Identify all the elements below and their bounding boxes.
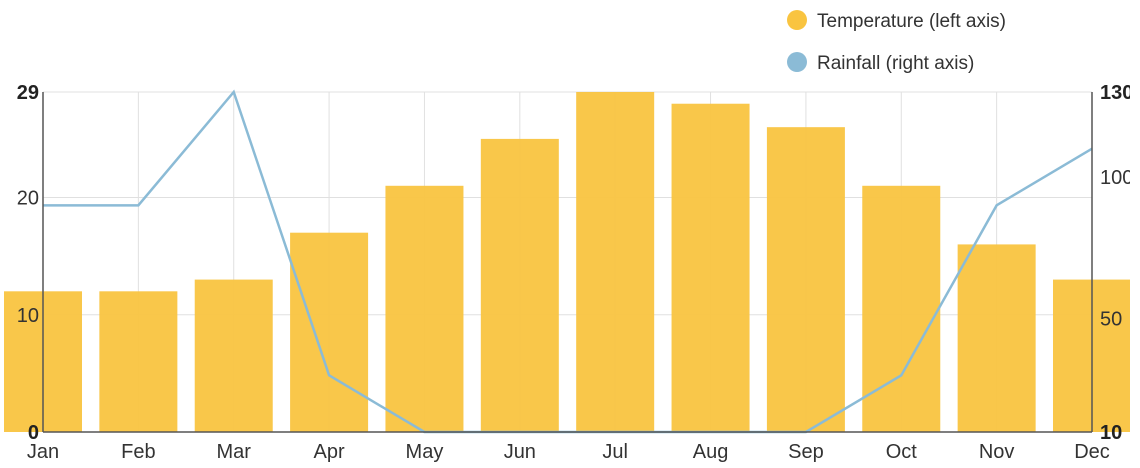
axes [42, 92, 1093, 433]
temperature-bar-nov [957, 244, 1036, 432]
x-axis-tick-label: Feb [121, 441, 155, 463]
x-axis-tick-label: Aug [693, 441, 729, 463]
legend-label: Temperature (left axis) [817, 11, 1006, 32]
left-axis-tick-label: 0 [28, 422, 39, 444]
temperature-bar-aug [671, 103, 750, 433]
x-axis-tick-label: Jun [504, 441, 536, 463]
x-axis-tick-label: Nov [979, 441, 1015, 463]
legend: Temperature (left axis) Rainfall (right a… [787, 10, 1006, 74]
legend-swatch [787, 52, 807, 72]
x-axis-tick-label: Sep [788, 441, 824, 463]
x-axis-tick-label: Dec [1074, 441, 1110, 463]
left-axis-tick-label: 29 [17, 82, 39, 104]
temperature-bar-may [385, 185, 464, 432]
left-axis-tick-label: 20 [17, 188, 39, 210]
temperature-bar-sep [766, 127, 845, 432]
tick-labels: 0 10 20 29 10 50 100 130 Jan Feb Mar Apr May Jun Jul Au… [17, 82, 1133, 463]
x-axis-tick-label: May [406, 441, 444, 463]
right-axis-tick-label: 10 [1100, 422, 1122, 444]
temperature-bar-feb [99, 291, 178, 432]
temperature-bar-apr [290, 232, 369, 432]
legend-swatch [787, 10, 807, 30]
x-axis-tick-label: Oct [886, 441, 918, 463]
x-axis-tick-label: Apr [314, 441, 345, 463]
x-axis-tick-label: Jan [27, 441, 59, 463]
left-axis-tick-label: 10 [17, 305, 39, 327]
temperature-bars [4, 92, 1130, 433]
x-axis-tick-label: Mar [217, 441, 252, 463]
temperature-bar-oct [862, 185, 941, 432]
right-axis-tick-label: 130 [1100, 82, 1133, 104]
temperature-bar-jul [576, 92, 655, 432]
temperature-bar-jun [480, 138, 559, 432]
right-axis-tick-label: 50 [1100, 309, 1122, 331]
temperature-bar-mar [194, 279, 273, 432]
legend-label: Rainfall (right axis) [817, 53, 974, 74]
right-axis-tick-label: 100 [1100, 167, 1133, 189]
x-axis-tick-label: Jul [602, 441, 628, 463]
